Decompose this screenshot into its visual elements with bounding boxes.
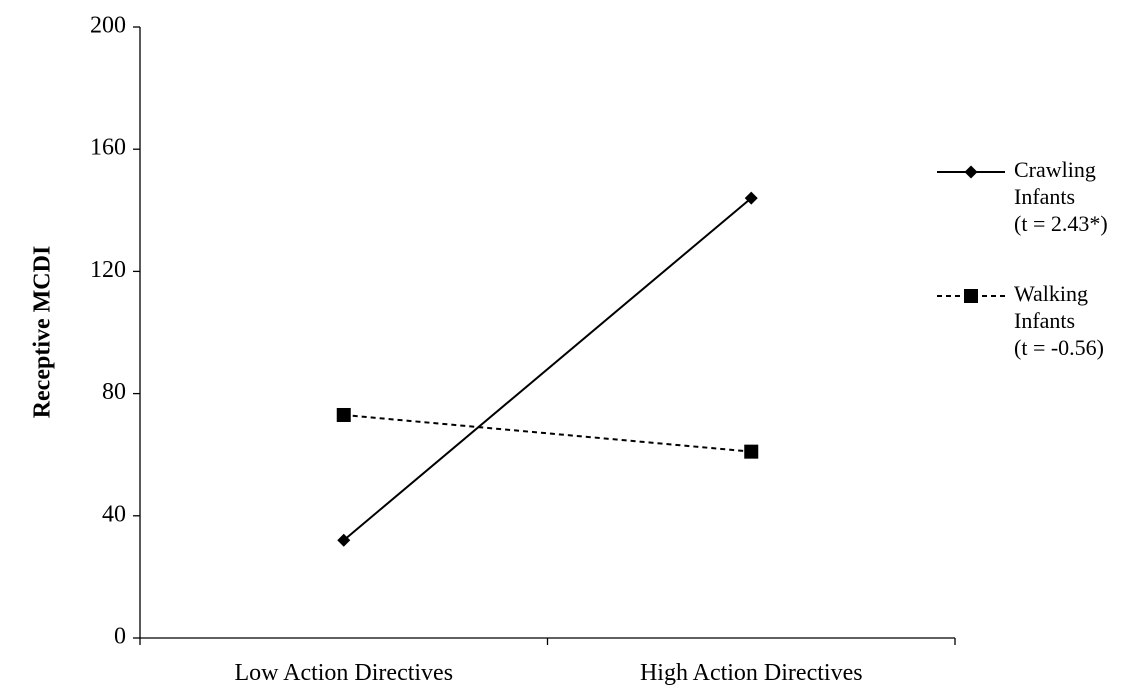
legend-label: Walking	[1014, 281, 1088, 306]
y-tick-label: 40	[102, 501, 126, 527]
axes	[140, 27, 955, 638]
x-axis-ticks: Low Action Directives High Action Directi…	[140, 638, 955, 686]
y-tick-label: 80	[102, 379, 126, 405]
data-point-square	[337, 408, 351, 422]
legend-label: (t = 2.43*)	[1014, 211, 1108, 236]
legend-marker-square	[964, 289, 978, 303]
legend-label: Infants	[1014, 184, 1075, 209]
y-tick-label: 0	[114, 624, 126, 650]
y-tick-label: 200	[90, 13, 126, 39]
data-point-square	[744, 445, 758, 459]
series-line	[344, 198, 752, 540]
y-axis-title: Receptive MCDI	[30, 246, 56, 419]
legend-label: Crawling	[1014, 157, 1096, 182]
series-layer	[337, 192, 759, 547]
legend-label: Infants	[1014, 308, 1075, 333]
y-axis-ticks: 0 40 80 120 160 200	[90, 13, 140, 650]
y-tick-label: 120	[90, 257, 126, 283]
legend-label: (t = -0.56)	[1014, 335, 1104, 360]
y-tick-label: 160	[90, 135, 126, 161]
series-1	[337, 192, 758, 547]
x-tick-label: Low Action Directives	[234, 660, 453, 686]
series-2	[337, 408, 759, 459]
legend-marker-diamond	[965, 166, 978, 179]
series-line	[344, 415, 752, 452]
x-tick-label: High Action Directives	[640, 660, 863, 686]
